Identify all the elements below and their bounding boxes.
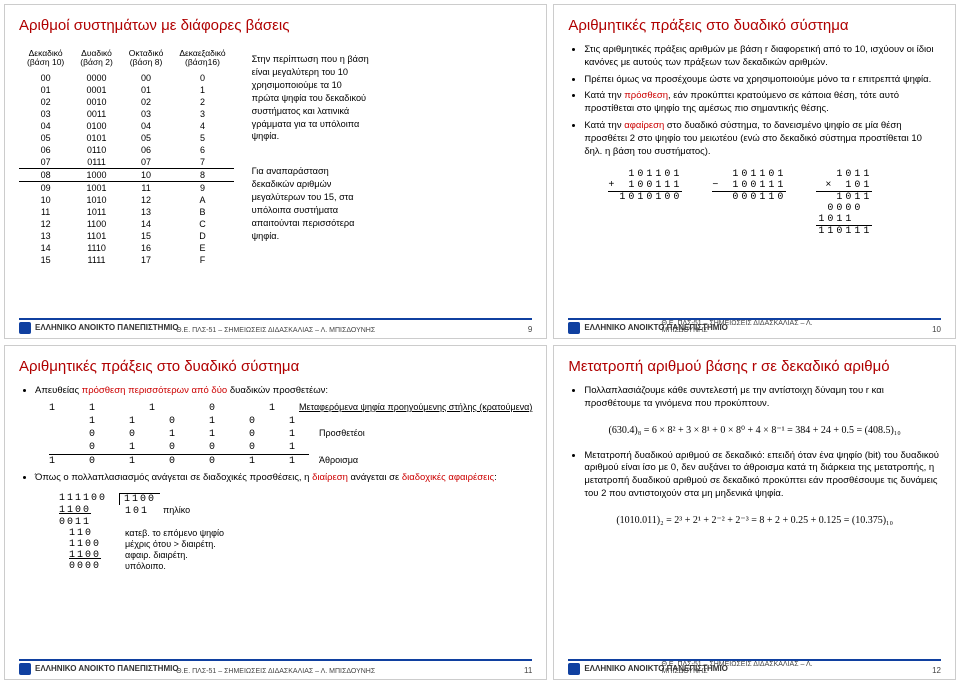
page-number: 10 (932, 325, 941, 334)
footer-course: Θ.Ε. ΠΛΣ-51 – ΣΗΜΕΙΩΣΕΙΣ ΔΙΔΑΣΚΑΛΙΑΣ – Λ… (662, 320, 848, 334)
table-row: 040100044 (19, 120, 234, 132)
table-row: 060110066 (19, 144, 234, 156)
slide1-notes: Στην περίπτωση που η βάση είναι μεγαλύτε… (252, 44, 370, 266)
slide-footer: ΕΛΛΗΝΙΚΟ ΑΝΟΙΚΤΟ ΠΑΝΕΠΙΣΤΗΜΙΟ Θ.Ε. ΠΛΣ-5… (568, 318, 941, 334)
page-number: 9 (528, 325, 532, 334)
arithmetic-examples: 101101 +100111 1010100 101101 −100111 00… (608, 169, 941, 237)
slide-title: Μετατροπή αριθμού βάσης r σε δεκαδικό αρ… (568, 358, 941, 375)
bullets-2: Μετατροπή δυαδικού αριθμού σε δεκαδικό: … (568, 450, 941, 501)
table-header: Δεκαεξαδικό(βάση16) (171, 48, 233, 72)
table-row: 10101012A (19, 194, 234, 206)
formula-octal: (630.4)₈ = 6 × 8² + 3 × 8¹ + 0 × 8⁰ + 4 … (568, 425, 941, 436)
bullets-2: Όπως ο πολλαπλασιασμός ανάγεται σε διαδο… (19, 472, 532, 485)
table-row: 000000000 (19, 72, 234, 84)
slide-1: Αριθμοί συστημάτων με διάφορες βάσεις Δε… (4, 4, 547, 339)
slide-3: Αριθμητικές πράξεις στο δυαδικό σύστημα … (4, 345, 547, 680)
table-row: 030011033 (19, 108, 234, 120)
slide-title: Αριθμητικές πράξεις στο δυαδικό σύστημα (568, 17, 941, 34)
logo-icon (568, 663, 580, 675)
page-number: 11 (524, 666, 532, 675)
table-row: 14111016E (19, 242, 234, 254)
slide-footer: ΕΛΛΗΝΙΚΟ ΑΝΟΙΚΤΟ ΠΑΝΕΠΙΣΤΗΜΙΟ Θ.Ε. ΠΛΣ-5… (19, 659, 532, 675)
bullets: Πολλαπλασιάζουμε κάθε συντελεστή με την … (568, 385, 941, 411)
number-systems-table: Δεκαδικό(βάση 10)Δυαδικό(βάση 2)Οκταδικό… (19, 48, 234, 266)
table-row: 12110014C (19, 218, 234, 230)
bullets: Απευθείας πρόσθεση περισσότερων από δύο … (19, 385, 532, 398)
bullet-digits: Πρέπει όμως να προσέχουμε ώστε να χρησιμ… (584, 74, 941, 87)
bullet-multi-add: Απευθείας πρόσθεση περισσότερων από δύο … (35, 385, 532, 398)
bullet-rules: Στις αριθμητικές πράξεις αριθμών με βάση… (584, 44, 941, 70)
table-row: 15111117F (19, 254, 234, 266)
addends-label: Προσθετέοι (319, 428, 365, 438)
table-header: Δεκαδικό(βάση 10) (19, 48, 72, 72)
footer-org: ΕΛΛΗΝΙΚΟ ΑΝΟΙΚΤΟ ΠΑΝΕΠΙΣΤΗΜΙΟ (19, 322, 179, 334)
slide-4: Μετατροπή αριθμού βάσης r σε δεκαδικό αρ… (553, 345, 956, 680)
note-more-digits: Για αναπαράσταση δεκαδικών αριθμών μεγαλ… (252, 165, 370, 242)
multiplication-example: 1011 ×101 1011 0000 1011 110111 (816, 169, 872, 237)
logo-icon (19, 663, 31, 675)
footer-course: Θ.Ε. ΠΛΣ-51 – ΣΗΜΕΙΩΣΕΙΣ ΔΙΔΑΣΚΑΛΙΑΣ – Λ… (176, 668, 375, 675)
footer-org: ΕΛΛΗΝΙΚΟ ΑΝΟΙΚΤΟ ΠΑΝΕΠΙΣΤΗΜΙΟ (19, 663, 179, 675)
slide-title: Αριθμοί συστημάτων με διάφορες βάσεις (19, 17, 532, 34)
footer-course: Θ.Ε. ΠΛΣ-51 – ΣΗΜΕΙΩΣΕΙΣ ΔΙΔΑΣΚΑΛΙΑΣ – Λ… (662, 661, 848, 675)
long-division: 1111001100 1100101 πηλίκο 0011 110κατεβ.… (59, 493, 532, 572)
table-row: 091001119 (19, 181, 234, 194)
logo-icon (568, 322, 580, 334)
slide-footer: ΕΛΛΗΝΙΚΟ ΑΝΟΙΚΤΟ ΠΑΝΕΠΙΣΤΗΜΙΟ Θ.Ε. ΠΛΣ-5… (568, 659, 941, 675)
subtraction-example: 101101 −100111 000110 (712, 169, 786, 237)
page-number: 12 (932, 666, 941, 675)
table-row: 13110115D (19, 230, 234, 242)
carry-label: Μεταφερόμενα ψηφία προηγούμενης στήλης (… (299, 402, 532, 412)
table-row: 081000108 (19, 168, 234, 181)
table-header: Οκταδικό(βάση 8) (121, 48, 172, 72)
logo-icon (19, 322, 31, 334)
bullet-binary-to-dec: Μετατροπή δυαδικού αριθμού σε δεκαδικό: … (584, 450, 941, 501)
slide-2: Αριθμητικές πράξεις στο δυαδικό σύστημα … (553, 4, 956, 339)
multi-addition: 1 1 1 0 1Μεταφερόμενα ψηφία προηγούμενης… (49, 402, 532, 468)
table-row: 070111077 (19, 156, 234, 169)
bullet-subtraction: Κατά την αφαίρεση στο δυαδικό σύστημα, τ… (584, 120, 941, 158)
addition-example: 101101 +100111 1010100 (608, 169, 682, 237)
slide-title: Αριθμητικές πράξεις στο δυαδικό σύστημα (19, 358, 532, 375)
bullets: Στις αριθμητικές πράξεις αριθμών με βάση… (568, 44, 941, 159)
sum-label: Άθροισμα (319, 455, 358, 465)
note-large-base: Στην περίπτωση που η βάση είναι μεγαλύτε… (252, 53, 370, 143)
table-row: 010001011 (19, 84, 234, 96)
formula-binary: (1010.011)₂ = 2³ + 2¹ + 2⁻² + 2⁻³ = 8 + … (568, 515, 941, 526)
slide-footer: ΕΛΛΗΝΙΚΟ ΑΝΟΙΚΤΟ ΠΑΝΕΠΙΣΤΗΜΙΟ Θ.Ε. ΠΛΣ-5… (19, 318, 532, 334)
footer-course: Θ.Ε. ΠΛΣ-51 – ΣΗΜΕΙΩΣΕΙΣ ΔΙΔΑΣΚΑΛΙΑΣ – Λ… (176, 327, 375, 334)
bullet-division: Όπως ο πολλαπλασιασμός ανάγεται σε διαδο… (35, 472, 532, 485)
table-row: 11101113B (19, 206, 234, 218)
bullet-multiply-powers: Πολλαπλασιάζουμε κάθε συντελεστή με την … (584, 385, 941, 411)
table-header: Δυαδικό(βάση 2) (72, 48, 121, 72)
table-row: 050101055 (19, 132, 234, 144)
bullet-addition: Κατά την πρόσθεση, εάν προκύπτει κρατούμ… (584, 90, 941, 116)
table-row: 020010022 (19, 96, 234, 108)
